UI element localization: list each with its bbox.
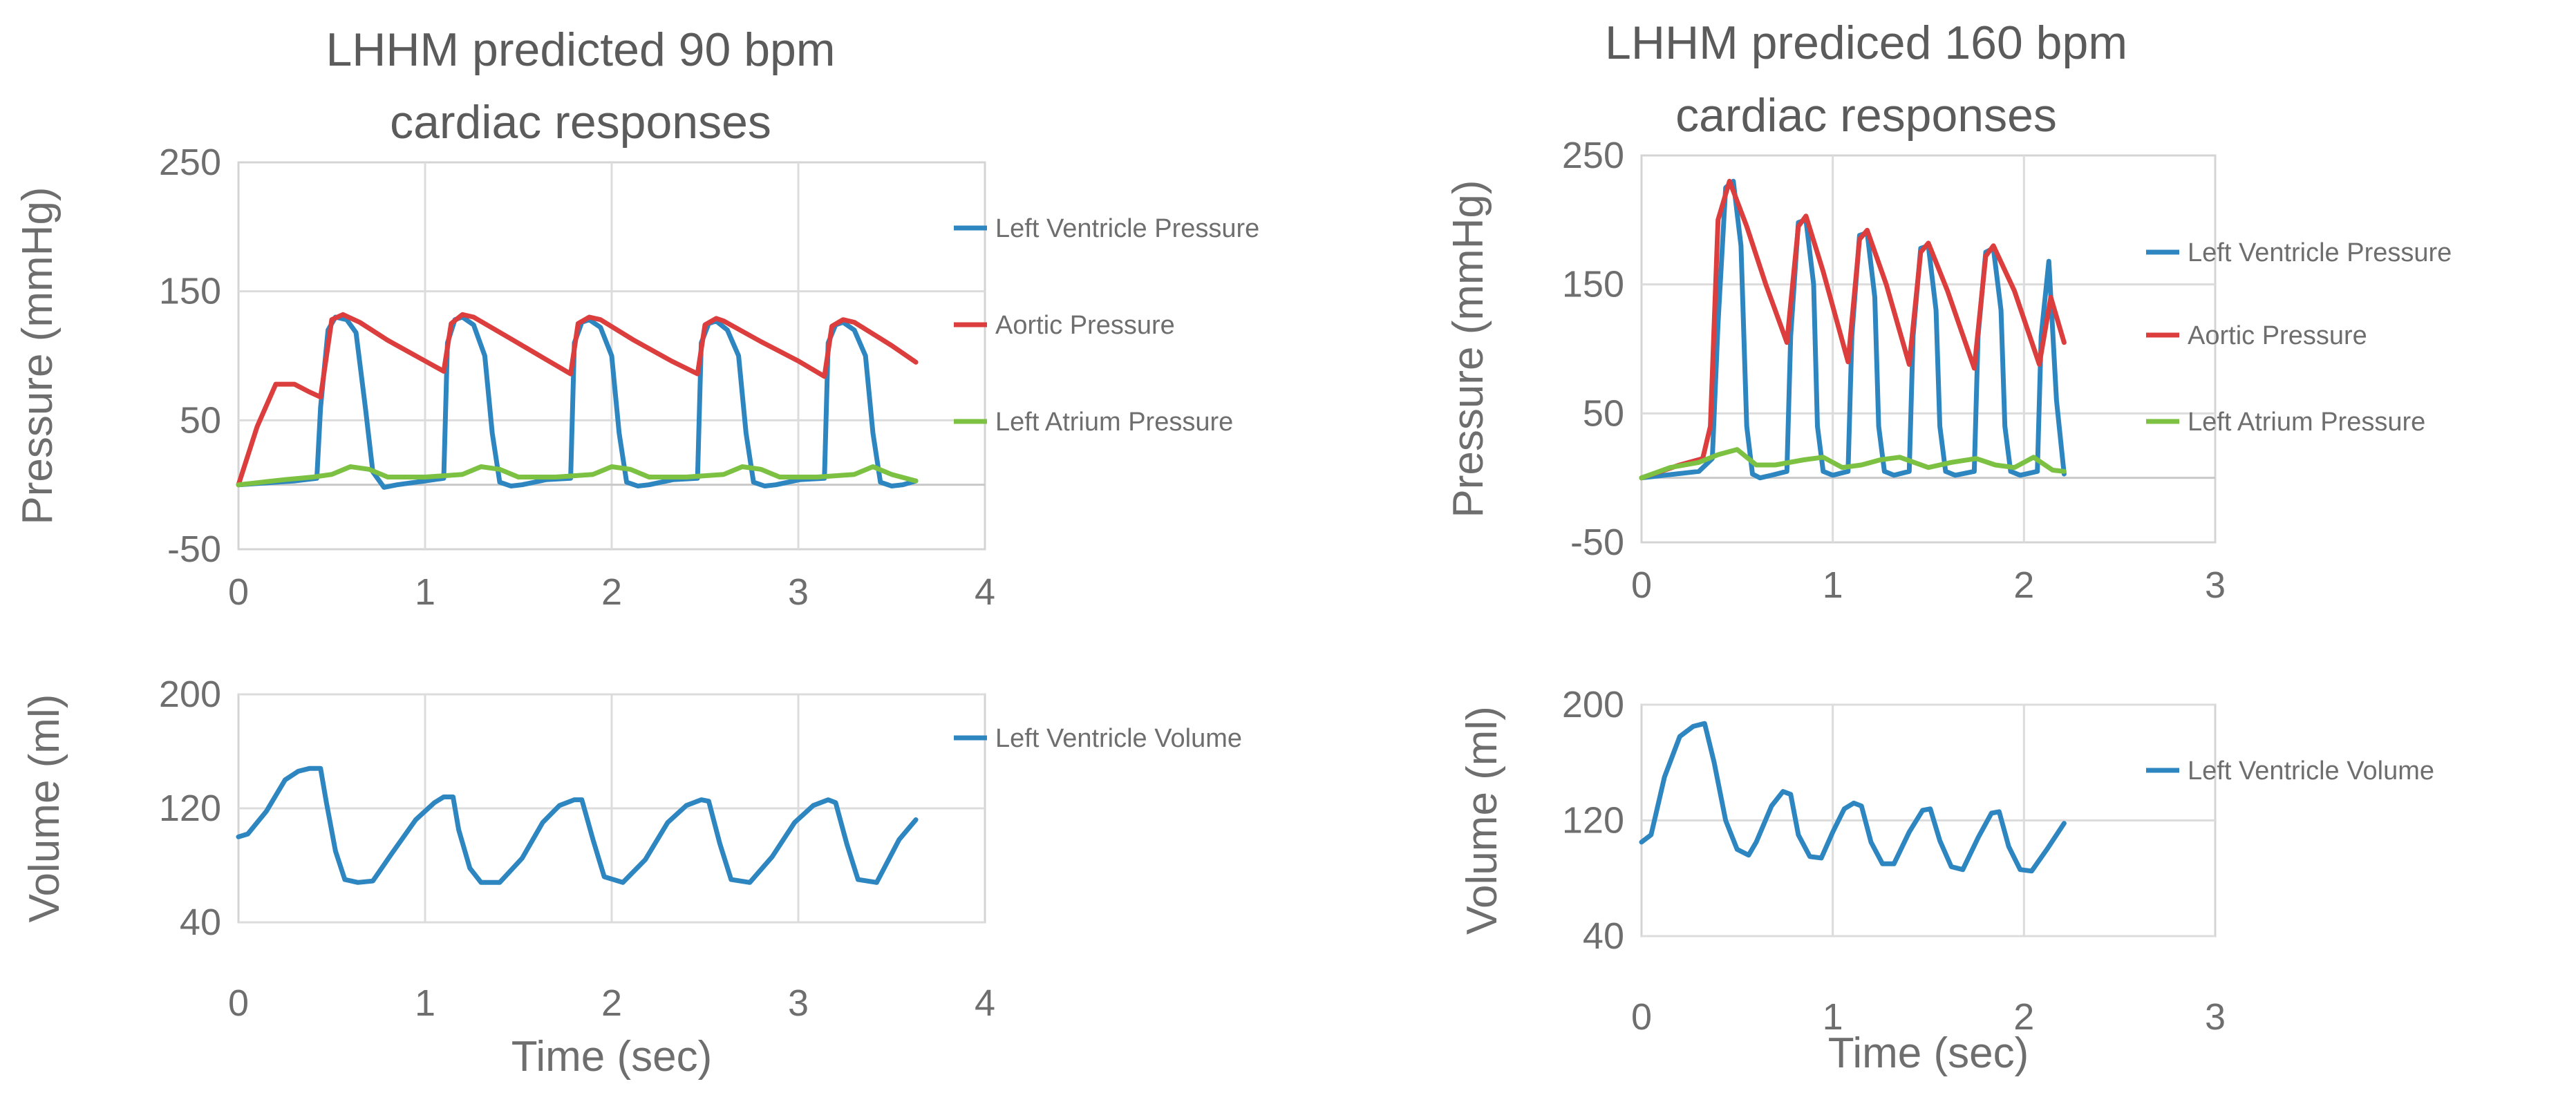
pressure-y-axis-label: Pressure (mmHg) xyxy=(14,187,62,524)
pressure-y-tick-label: 250 xyxy=(159,142,221,183)
pressure-plot-area xyxy=(1640,154,2217,544)
pressure-x-tick-label: 2 xyxy=(2013,564,2034,606)
chart-title-line-2: cardiac responses xyxy=(1675,89,2057,142)
series-left-ventricle-volume xyxy=(236,765,919,885)
pressure-y-tick-label: -50 xyxy=(1570,522,1624,563)
pressure-y-tick-label: 150 xyxy=(159,271,221,312)
pressure-y-tick-label: 150 xyxy=(1562,264,1624,305)
volume-y-tick-label: 200 xyxy=(1562,684,1624,725)
volume-x-tick-label: 1 xyxy=(1823,996,1843,1038)
legend-label-left-ventricle-volume: Left Ventricle Volume xyxy=(995,724,1242,753)
pressure-x-tick-label: 0 xyxy=(228,571,249,613)
legend-label-left-atrium-pressure: Left Atrium Pressure xyxy=(995,408,1233,437)
pressure-y-tick-label: -50 xyxy=(167,529,221,570)
volume-x-tick-label: 2 xyxy=(2013,996,2034,1038)
volume-y-axis-label: Volume (ml) xyxy=(21,694,68,923)
pressure-x-tick-label: 0 xyxy=(1631,564,1652,606)
volume-y-tick-label: 40 xyxy=(1583,915,1624,957)
volume-x-tick-label: 0 xyxy=(1631,996,1652,1038)
series-left-ventricle-volume xyxy=(1639,721,2067,874)
series-left-atrium-pressure xyxy=(236,464,919,488)
pressure-y-tick-label: 50 xyxy=(180,399,221,441)
chart-title-line-1: LHHM prediced 160 bpm xyxy=(1605,17,2127,69)
legend-label-aortic-pressure: Aortic Pressure xyxy=(2188,321,2367,350)
chart-title-line-2: cardiac responses xyxy=(390,96,771,149)
volume-x-tick-label: 3 xyxy=(2205,996,2226,1038)
pressure-y-tick-label: 50 xyxy=(1583,392,1624,434)
series-left-atrium-pressure xyxy=(1639,447,2067,481)
volume-y-tick-label: 120 xyxy=(1562,800,1624,841)
legend-label-left-atrium-pressure: Left Atrium Pressure xyxy=(2188,408,2425,437)
volume-x-tick-label: 0 xyxy=(228,982,249,1024)
chart-title-line-1: LHHM predicted 90 bpm xyxy=(326,23,835,76)
volume-x-tick-label: 1 xyxy=(415,982,435,1024)
pressure-x-tick-label: 1 xyxy=(415,571,435,613)
volume-x-tick-label: 4 xyxy=(975,982,995,1024)
legend-label-aortic-pressure: Aortic Pressure xyxy=(995,311,1175,340)
pressure-x-tick-label: 3 xyxy=(2205,564,2226,606)
pressure-x-tick-label: 4 xyxy=(975,571,995,613)
pressure-x-tick-label: 1 xyxy=(1823,564,1843,606)
volume-y-tick-label: 120 xyxy=(159,788,221,829)
legend-label-left-ventricle-volume: Left Ventricle Volume xyxy=(2188,757,2434,786)
volume-y-axis-label: Volume (ml) xyxy=(1458,706,1506,935)
volume-x-tick-label: 3 xyxy=(788,982,809,1024)
pressure-x-tick-label: 2 xyxy=(601,571,622,613)
legend-label-left-ventricle-pressure: Left Ventricle Pressure xyxy=(2188,238,2452,267)
series-left-ventricle-pressure xyxy=(236,314,919,490)
legend-label-left-ventricle-pressure: Left Ventricle Pressure xyxy=(995,214,1259,243)
volume-y-tick-label: 40 xyxy=(180,902,221,943)
x-axis-label: Time (sec) xyxy=(511,1033,712,1081)
series-left-ventricle-pressure xyxy=(1639,178,2067,481)
volume-x-tick-label: 2 xyxy=(601,982,622,1024)
pressure-x-tick-label: 3 xyxy=(788,571,809,613)
series-aortic-pressure xyxy=(236,312,919,488)
series-aortic-pressure xyxy=(1639,178,2067,481)
x-axis-label: Time (sec) xyxy=(1828,1029,2029,1077)
volume-y-tick-label: 200 xyxy=(159,674,221,715)
pressure-y-tick-label: 250 xyxy=(1562,135,1624,176)
pressure-y-axis-label: Pressure (mmHg) xyxy=(1445,180,1492,517)
